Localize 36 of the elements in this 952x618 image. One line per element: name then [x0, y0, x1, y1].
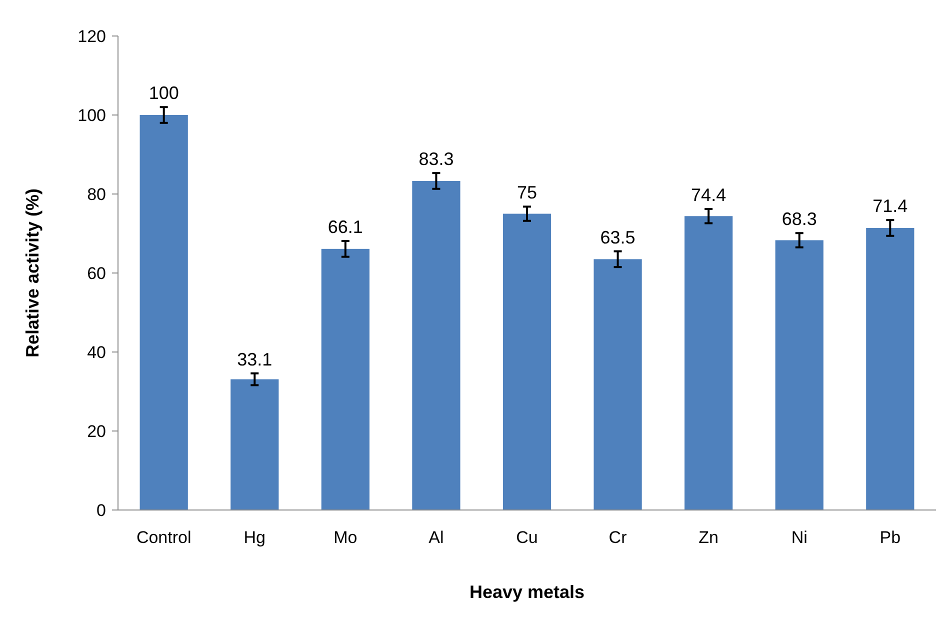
data-label: 83.3 [418, 149, 454, 170]
x-tick-label: Pb [880, 528, 901, 547]
y-tick-label: 120 [78, 26, 106, 46]
x-tick-label: Mo [334, 528, 358, 547]
y-tick-label: 80 [87, 184, 106, 204]
x-tick-label: Control [136, 528, 192, 547]
x-tick-label: Al [428, 528, 444, 547]
bar [684, 216, 733, 510]
data-label: 33.1 [237, 349, 272, 370]
bar [230, 379, 279, 510]
y-tick-label: 100 [78, 106, 106, 125]
y-tick-label: 20 [87, 422, 106, 441]
bar [140, 115, 188, 510]
bar [321, 248, 370, 510]
x-tick-label: Cu [516, 528, 538, 547]
y-tick-label: 60 [87, 264, 106, 283]
x-tick-label: Zn [698, 528, 718, 547]
x-tick-label: Ni [791, 528, 808, 547]
bar [594, 259, 642, 510]
data-label: 75 [516, 182, 538, 203]
data-label: 66.1 [328, 217, 363, 238]
y-tick-label: 40 [87, 342, 106, 362]
y-tick-label: 0 [96, 500, 106, 520]
data-label: 68.3 [782, 209, 817, 230]
bar [775, 240, 824, 510]
y-axis-title: Relative activity (%) [22, 188, 43, 358]
bar [866, 228, 914, 510]
bar [502, 214, 552, 510]
x-tick-label: Hg [244, 528, 266, 547]
data-label: 100 [148, 83, 179, 104]
x-tick-label: Cr [608, 528, 628, 547]
data-label: 71.4 [872, 196, 908, 216]
data-label: 63.5 [600, 227, 636, 248]
x-axis-title: Heavy metals [469, 582, 585, 602]
bar [412, 180, 460, 510]
data-label: 74.4 [691, 185, 726, 206]
